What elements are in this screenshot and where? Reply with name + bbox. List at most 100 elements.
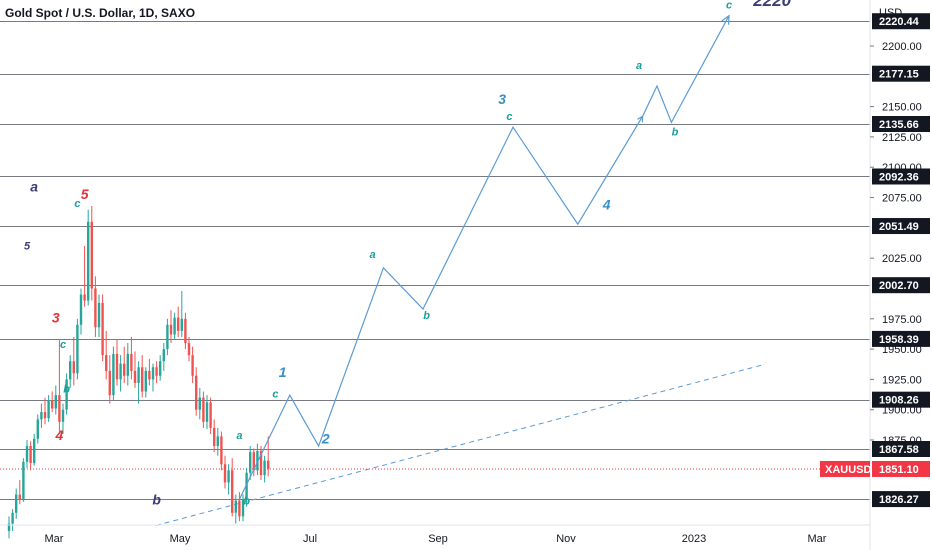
level-label: 1826.27 (879, 494, 919, 506)
level-label: 2135.66 (879, 119, 919, 131)
symbol-label: XAUUSD (825, 464, 872, 476)
candle-body (148, 370, 151, 380)
candle-body (101, 303, 104, 356)
wave-label: 5 (81, 186, 89, 202)
level-label: 2002.70 (879, 280, 919, 292)
candle-body (61, 409, 65, 422)
candle-body (112, 353, 115, 396)
wave-label: a (636, 60, 642, 72)
wave-label: c (60, 339, 66, 351)
candle-body (223, 464, 227, 483)
y-tick-label: 2025.00 (882, 253, 922, 265)
y-tick-label: 1900.00 (882, 405, 922, 417)
candle-body (7, 523, 11, 531)
x-tick-label: Jul (303, 533, 317, 545)
level-label: 2092.36 (879, 171, 919, 183)
candle-body (198, 397, 201, 410)
candle-body (65, 379, 68, 410)
candle-body (159, 361, 162, 376)
y-tick-label: 2125.00 (882, 132, 922, 144)
wave-label: 4 (55, 427, 64, 443)
wave-labels: a55c3cb4bab1c2ab3c4ab5c2220 (24, 0, 792, 507)
candle-body (169, 324, 173, 335)
projection-arrowhead (721, 14, 730, 25)
candle-body (231, 470, 234, 513)
wave-label: b (63, 384, 70, 396)
candle-body (209, 402, 212, 428)
candle-body (40, 412, 43, 420)
candle-body (47, 399, 50, 419)
candle-body (133, 370, 137, 384)
wave-label: 3 (52, 309, 60, 325)
candle-body (25, 446, 29, 462)
candle-body (105, 355, 108, 371)
y-tick-label: 1925.00 (882, 374, 922, 386)
candle-body (256, 450, 259, 471)
candle-body (267, 460, 270, 470)
candle-body (252, 452, 255, 471)
wave-label: 1 (279, 364, 287, 380)
candle-body (234, 500, 237, 513)
level-labels: 2220.44 2177.15 2135.66 2092.36 2051.49 2002.… (820, 13, 930, 508)
chart-title: Gold Spot / U.S. Dollar, 1D, SAXO (5, 6, 195, 20)
candles (7, 206, 270, 539)
candle-body (18, 494, 21, 500)
candle-body (187, 343, 191, 356)
x-tick-label: Mar (808, 533, 827, 545)
y-tick-label: 2075.00 (882, 193, 922, 205)
level-label: 1867.58 (879, 444, 919, 456)
x-tick-label: Nov (556, 533, 576, 545)
level-label: 2177.15 (879, 69, 919, 81)
candle-body (108, 370, 111, 396)
wave-label: 5 (24, 241, 31, 253)
candle-body (97, 303, 101, 328)
candle-body (137, 367, 140, 384)
candle-body (241, 499, 245, 517)
candle-body (155, 367, 158, 376)
candle-body (43, 412, 47, 419)
level-label-box (872, 168, 930, 185)
y-tick-label: 2200.00 (882, 41, 922, 53)
time-axis[interactable]: Mar May Jul Sep Nov 2023 Mar (45, 533, 827, 545)
candle-body (119, 363, 122, 380)
wave-label: b (243, 495, 250, 507)
candle-body (184, 318, 187, 344)
wave-label: 4 (602, 197, 611, 213)
candle-body (213, 427, 216, 447)
candle-body (94, 288, 97, 328)
y-tick-label: 2150.00 (882, 102, 922, 114)
candle-body (238, 500, 241, 517)
x-tick-label: May (170, 533, 191, 545)
wave-label: 2220 (752, 0, 791, 10)
wave-label: c (272, 389, 278, 401)
price-axis[interactable]: 2200.002150.002125.002100.002075.002025.… (870, 41, 922, 447)
symbol-badge (820, 460, 870, 477)
candle-body (11, 512, 14, 524)
level-label-box (872, 440, 930, 457)
candle-body (79, 294, 83, 325)
candle-body (144, 370, 147, 392)
current-price-label: 1851.10 (879, 464, 919, 476)
candle-body (51, 399, 54, 409)
projection-group (238, 14, 730, 500)
level-label: 1958.39 (879, 334, 919, 346)
candle-body (69, 361, 72, 380)
wave-label: c (506, 111, 512, 123)
candle-body (130, 353, 133, 371)
level-label-box (872, 277, 930, 294)
currency-label: USD (879, 7, 902, 19)
candle-body (123, 363, 126, 376)
candle-body (72, 361, 75, 374)
candle-body (36, 419, 39, 439)
candle-body (22, 461, 25, 500)
candle-body (15, 494, 18, 513)
candle-body (76, 324, 79, 374)
candle-body (180, 318, 183, 331)
candle-body (83, 294, 86, 301)
candle-body (115, 353, 119, 380)
wave-label: b (672, 127, 679, 139)
candle-body (54, 395, 57, 409)
candle-body (245, 472, 248, 500)
trendline (155, 363, 766, 526)
